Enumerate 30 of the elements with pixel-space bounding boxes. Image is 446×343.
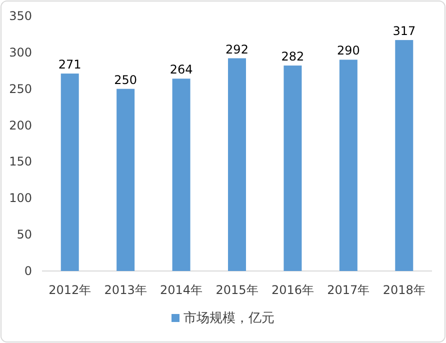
x-tick-label: 2017年 [327, 283, 370, 297]
bar [172, 78, 190, 271]
bar [395, 40, 414, 271]
data-label: 250 [114, 72, 138, 87]
data-label: 282 [281, 50, 304, 64]
x-tick-label: 2014年 [160, 283, 203, 297]
y-tick-label: 50 [16, 228, 32, 242]
data-label: 290 [336, 44, 360, 58]
x-tick-label: 2013年 [104, 283, 147, 297]
x-tick-label: 2018年 [382, 283, 426, 297]
bar [339, 60, 358, 271]
legend-label: 市场规模，亿元 [184, 311, 274, 326]
y-tick-label: 300 [9, 45, 32, 60]
bar [60, 74, 79, 271]
y-tick-label: 250 [9, 82, 32, 96]
bar [116, 88, 135, 271]
bar [284, 66, 302, 271]
y-tick-label: 150 [9, 154, 32, 169]
x-tick-label: 2015年 [216, 283, 258, 297]
y-tick-label: 0 [24, 264, 32, 278]
bar [228, 58, 246, 271]
y-tick-label: 200 [9, 118, 32, 132]
data-label: 264 [170, 62, 193, 77]
y-tick-label: 350 [9, 9, 32, 23]
y-tick-label: 100 [9, 191, 32, 206]
x-tick-label: 2016年 [271, 283, 314, 297]
x-tick-label: 2012年 [48, 283, 92, 297]
data-label: 271 [58, 58, 82, 72]
data-label: 317 [392, 24, 416, 38]
data-label: 292 [226, 42, 248, 56]
